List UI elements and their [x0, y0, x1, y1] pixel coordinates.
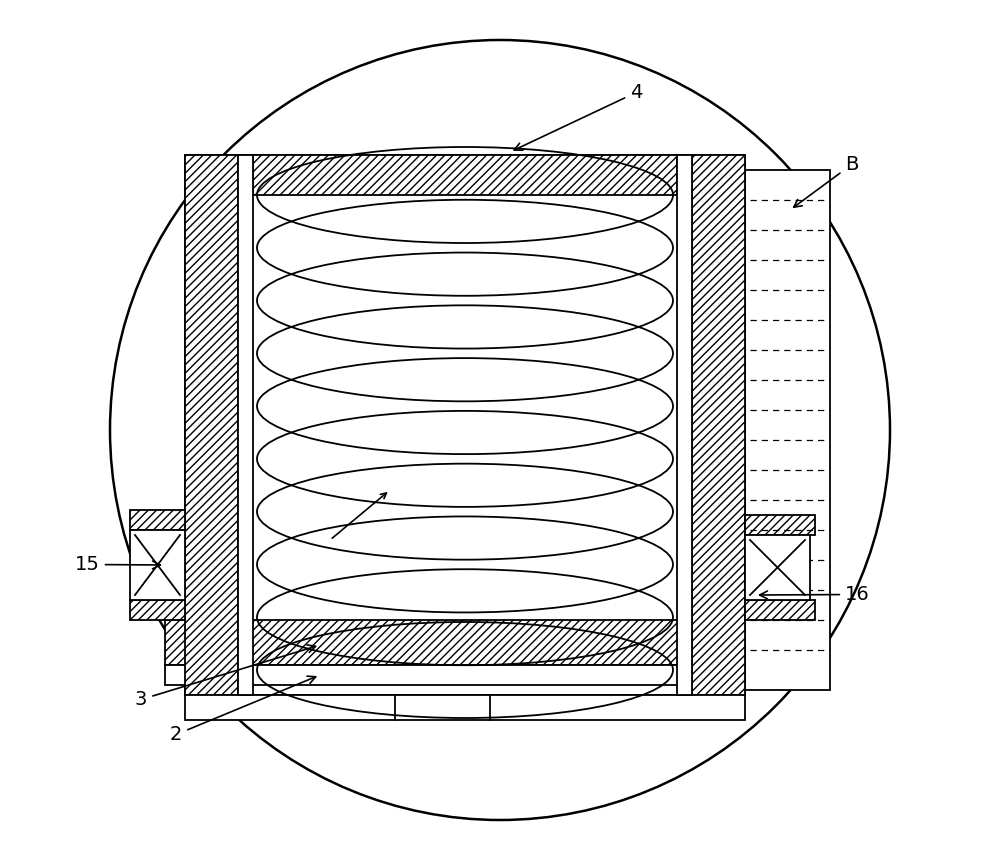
Text: 2: 2: [170, 676, 316, 744]
Text: B: B: [794, 155, 858, 208]
Bar: [165, 665, 775, 685]
Bar: [185, 155, 745, 695]
Text: 4: 4: [514, 83, 642, 150]
Bar: [165, 620, 775, 665]
Bar: [253, 155, 677, 195]
Bar: [745, 170, 830, 690]
Bar: [692, 155, 745, 695]
Bar: [185, 155, 238, 695]
Bar: [185, 695, 745, 720]
Text: 15: 15: [75, 555, 160, 574]
Bar: [130, 510, 185, 530]
Bar: [238, 155, 253, 695]
Bar: [745, 600, 815, 620]
Bar: [130, 530, 185, 600]
Bar: [745, 535, 810, 600]
Text: 3: 3: [135, 645, 316, 709]
Bar: [130, 600, 185, 620]
Text: 16: 16: [760, 585, 870, 604]
Bar: [677, 155, 692, 695]
Bar: [745, 515, 815, 535]
